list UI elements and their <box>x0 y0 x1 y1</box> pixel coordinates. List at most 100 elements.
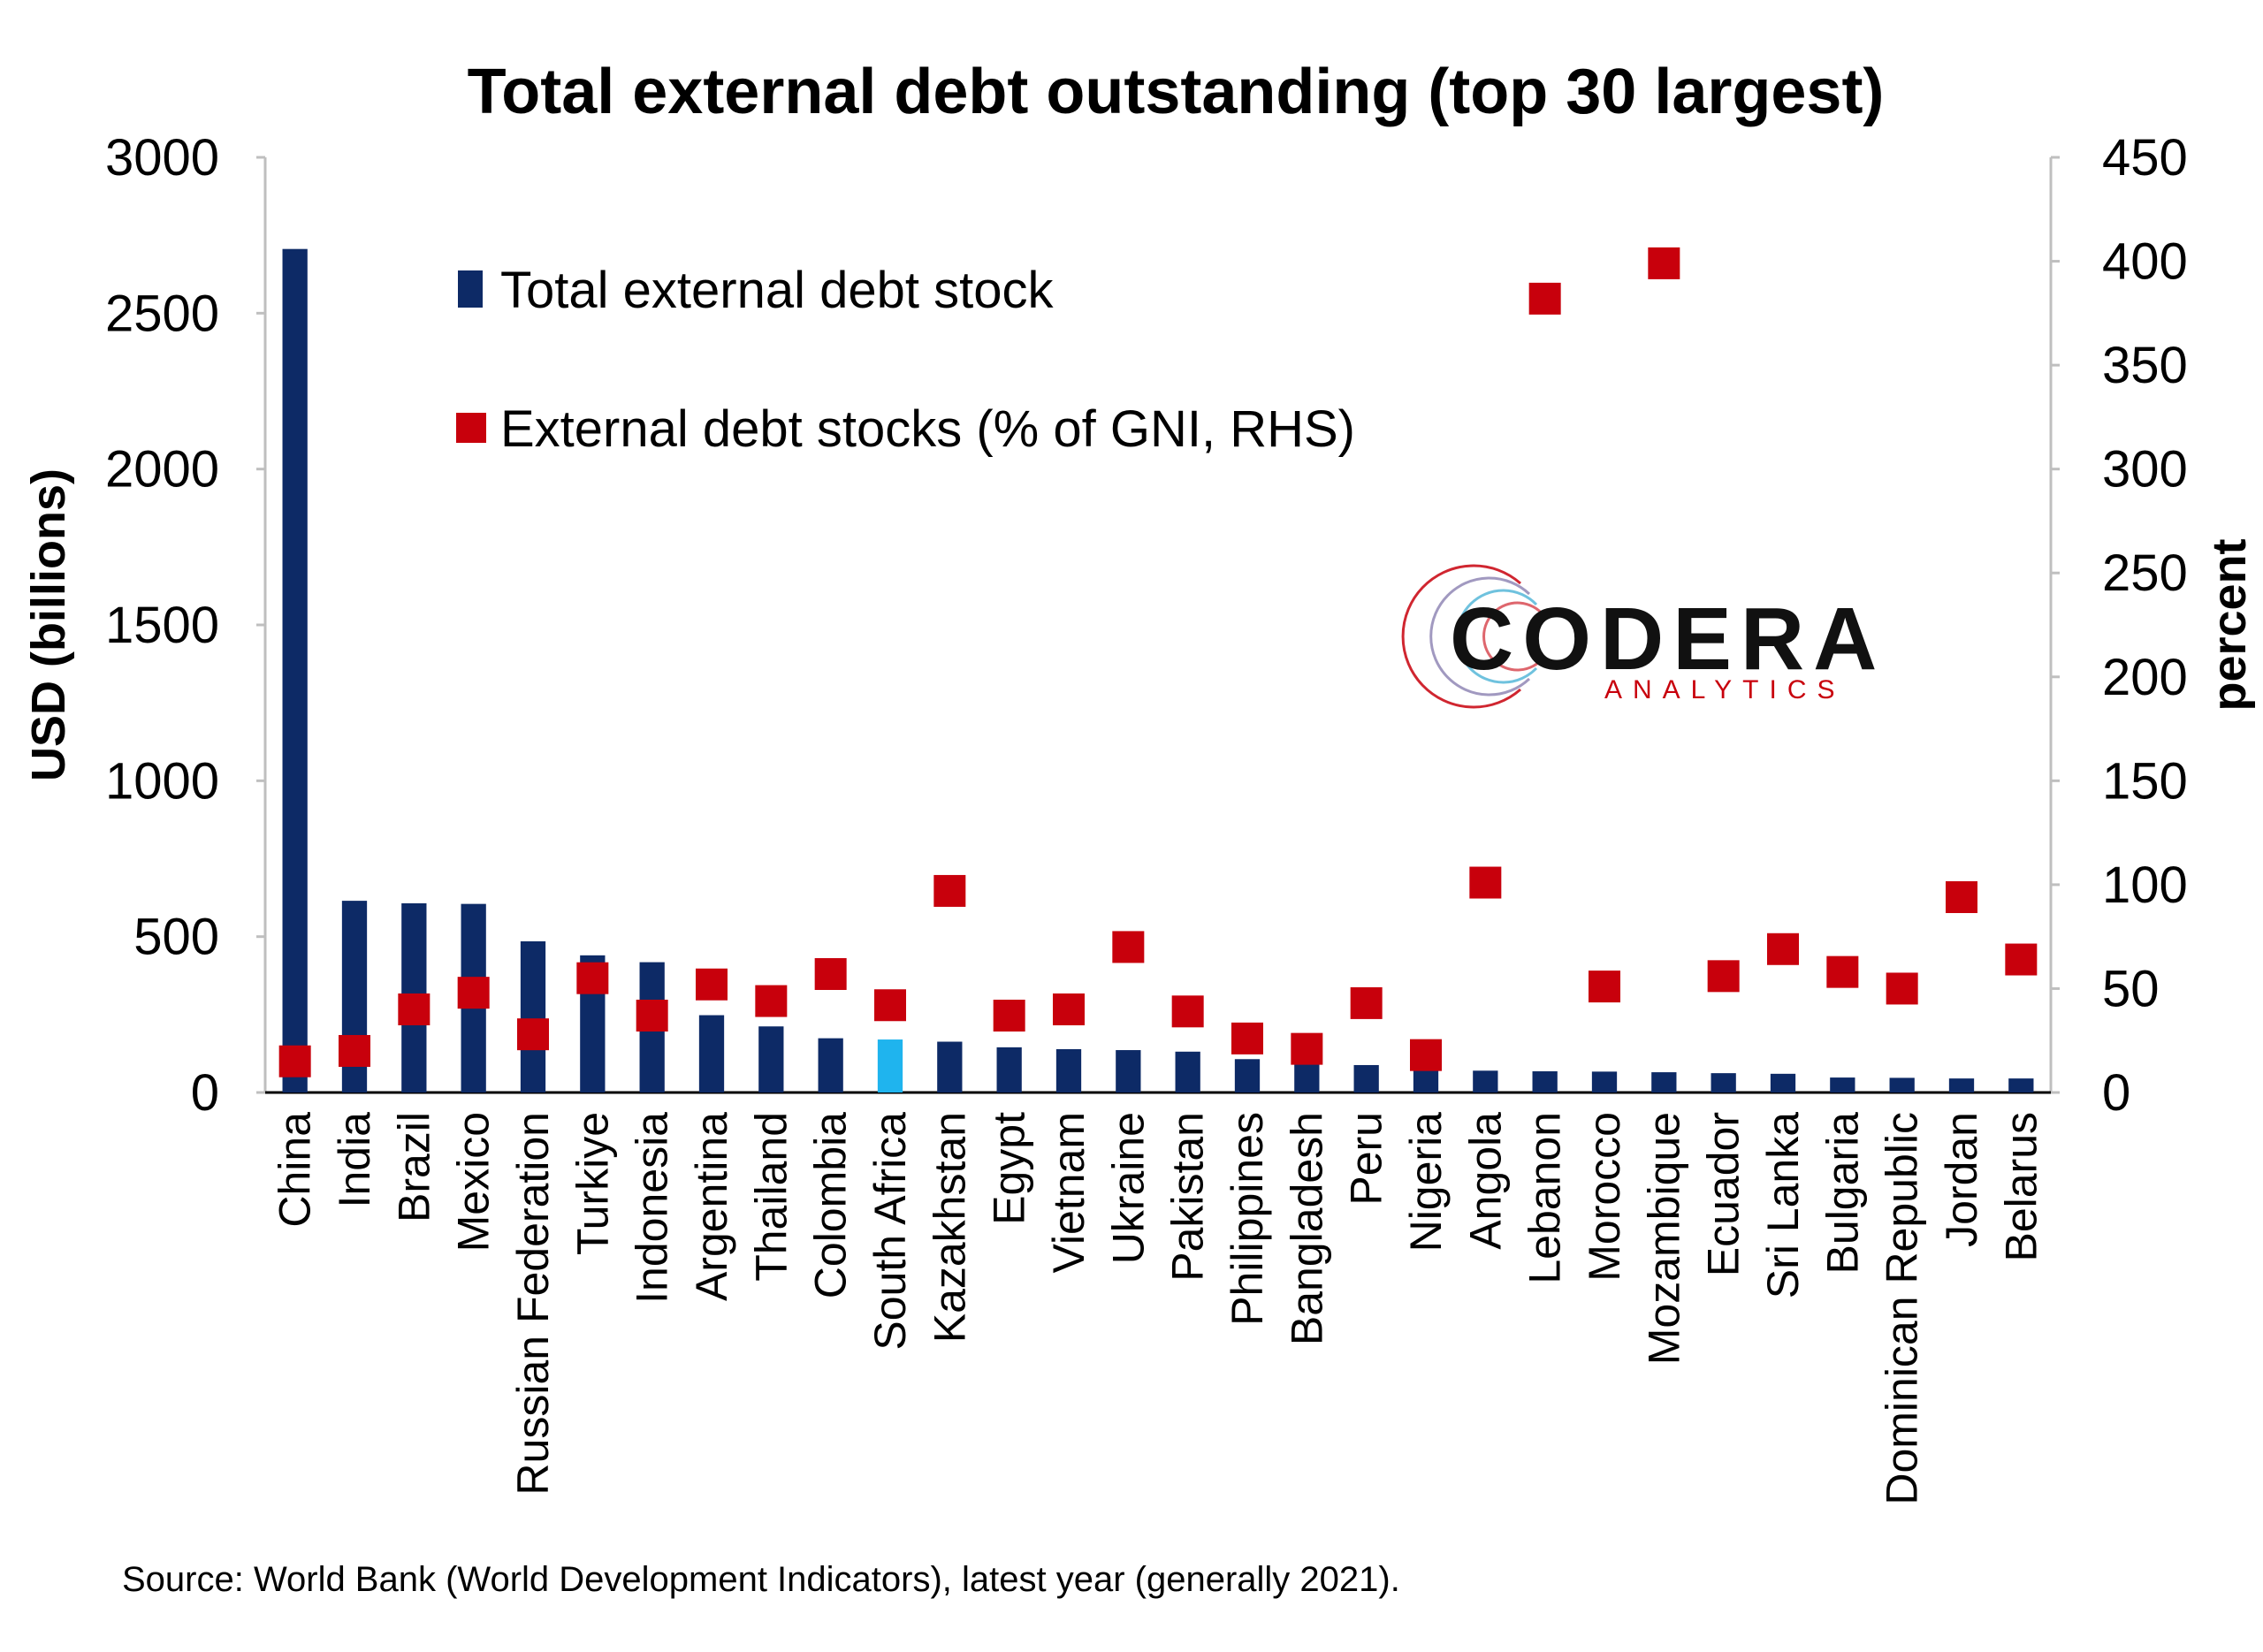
marker-point <box>1171 995 1204 1028</box>
bar <box>1294 1062 1320 1092</box>
marker-point <box>933 874 966 907</box>
bar <box>1830 1077 1855 1092</box>
marker-point <box>576 962 609 994</box>
left-tick-label: 1000 <box>105 752 219 810</box>
category-label: Bulgaria <box>1817 1112 1867 1275</box>
marker-point <box>457 977 490 1009</box>
marker-point <box>993 1000 1025 1032</box>
marker-point <box>1946 880 1977 913</box>
legend-label-marker: External debt stocks (% of GNI, RHS) <box>500 400 1355 458</box>
right-tick-label: 200 <box>2102 649 2188 706</box>
category-label: Egypt <box>985 1112 1034 1225</box>
bar <box>758 1026 784 1092</box>
category-label: Ukraine <box>1103 1112 1153 1264</box>
category-label: Mozambique <box>1639 1112 1688 1365</box>
category-label: Morocco <box>1580 1112 1629 1282</box>
legend-label-bar: Total external debt stock <box>500 262 1054 319</box>
bar <box>1770 1073 1796 1092</box>
category-labels: China India Brazil Mexico Russian Federation… <box>270 1112 2046 1505</box>
category-label: Nigeria <box>1401 1112 1451 1252</box>
marker-point <box>1469 866 1502 899</box>
bar <box>1234 1059 1261 1092</box>
marker-point <box>1886 972 1918 1005</box>
marker-point <box>339 1034 370 1067</box>
category-label: Jordan <box>1937 1112 1986 1247</box>
bar <box>1353 1064 1379 1092</box>
marker-point <box>1707 960 1740 993</box>
bar <box>1711 1073 1736 1092</box>
logo-arc-icon <box>1401 564 1545 709</box>
bar <box>698 1015 725 1092</box>
codera-logo: CODERA ANALYTICS <box>1401 564 1886 709</box>
category-label: Dominican Republic <box>1878 1112 1927 1505</box>
bar <box>937 1041 963 1092</box>
right-tick-label: 150 <box>2102 752 2188 810</box>
bar <box>520 940 546 1092</box>
category-label: Brazil <box>389 1112 438 1222</box>
marker-point <box>517 1018 549 1051</box>
marker-point <box>2005 943 2038 976</box>
bar <box>282 248 308 1093</box>
bar <box>1175 1051 1200 1092</box>
marker-point <box>1410 1039 1442 1071</box>
marker-point <box>1528 282 1561 315</box>
bar <box>1116 1050 1141 1092</box>
right-axis-ticks: 0 50 100 150 200 250 300 350 400 450 <box>2051 129 2188 1122</box>
marker-point <box>1589 971 1620 1003</box>
bar <box>1651 1072 1677 1092</box>
bar <box>1413 1068 1439 1092</box>
marker-point <box>278 1045 311 1077</box>
chart-title: Total external debt outstanding (top 30 … <box>468 57 1885 127</box>
right-tick-label: 350 <box>2102 337 2188 394</box>
category-label: Turkiye <box>568 1112 617 1255</box>
category-label: Mexico <box>449 1112 499 1252</box>
category-label: China <box>270 1112 320 1228</box>
bar <box>1591 1071 1618 1092</box>
left-tick-label: 3000 <box>105 129 219 187</box>
marker-point <box>874 989 906 1022</box>
bar <box>818 1038 843 1092</box>
y2-axis-title: percent <box>2203 538 2256 711</box>
category-label: India <box>330 1112 379 1208</box>
bar <box>1055 1048 1082 1092</box>
marker-series <box>278 247 2038 1077</box>
marker-point <box>1767 933 1799 965</box>
bar <box>996 1047 1022 1092</box>
category-label: Colombia <box>806 1112 856 1298</box>
category-label: Philippines <box>1223 1112 1272 1326</box>
marker-point <box>696 968 728 1001</box>
category-label: Bangladesh <box>1282 1112 1331 1345</box>
marker-point <box>398 993 431 1025</box>
legend: Total external debt stock External debt … <box>456 262 1355 458</box>
right-tick-label: 300 <box>2102 441 2188 499</box>
marker-point <box>1231 1022 1263 1054</box>
bar <box>1532 1071 1558 1092</box>
right-tick-label: 450 <box>2102 129 2188 187</box>
source-note: Source: World Bank (World Development In… <box>122 1560 1400 1599</box>
logo-text: CODERA <box>1450 590 1886 689</box>
marker-point <box>1350 986 1383 1019</box>
category-label: Russian Federation <box>508 1112 558 1496</box>
category-label: Argentina <box>687 1112 736 1301</box>
bar <box>1889 1077 1915 1092</box>
marker-point <box>1112 931 1145 963</box>
legend-swatch-marker <box>456 413 486 443</box>
legend-swatch-bar <box>458 270 483 308</box>
left-tick-label: 2500 <box>105 285 219 342</box>
bar <box>2008 1078 2034 1092</box>
marker-point <box>636 1000 668 1032</box>
bar <box>1948 1078 1975 1092</box>
y-axis-title: USD (billions) <box>22 468 75 781</box>
category-label: Vietnam <box>1044 1112 1093 1274</box>
category-label: Sri Lanka <box>1758 1112 1808 1298</box>
right-tick-label: 400 <box>2102 233 2188 291</box>
marker-point <box>755 985 788 1017</box>
marker-point <box>1648 247 1680 279</box>
marker-point <box>1826 955 1859 988</box>
right-tick-label: 250 <box>2102 544 2188 602</box>
marker-point <box>1291 1032 1323 1065</box>
left-tick-label: 0 <box>191 1064 219 1122</box>
left-tick-label: 500 <box>133 909 219 966</box>
right-tick-label: 0 <box>2102 1064 2130 1122</box>
